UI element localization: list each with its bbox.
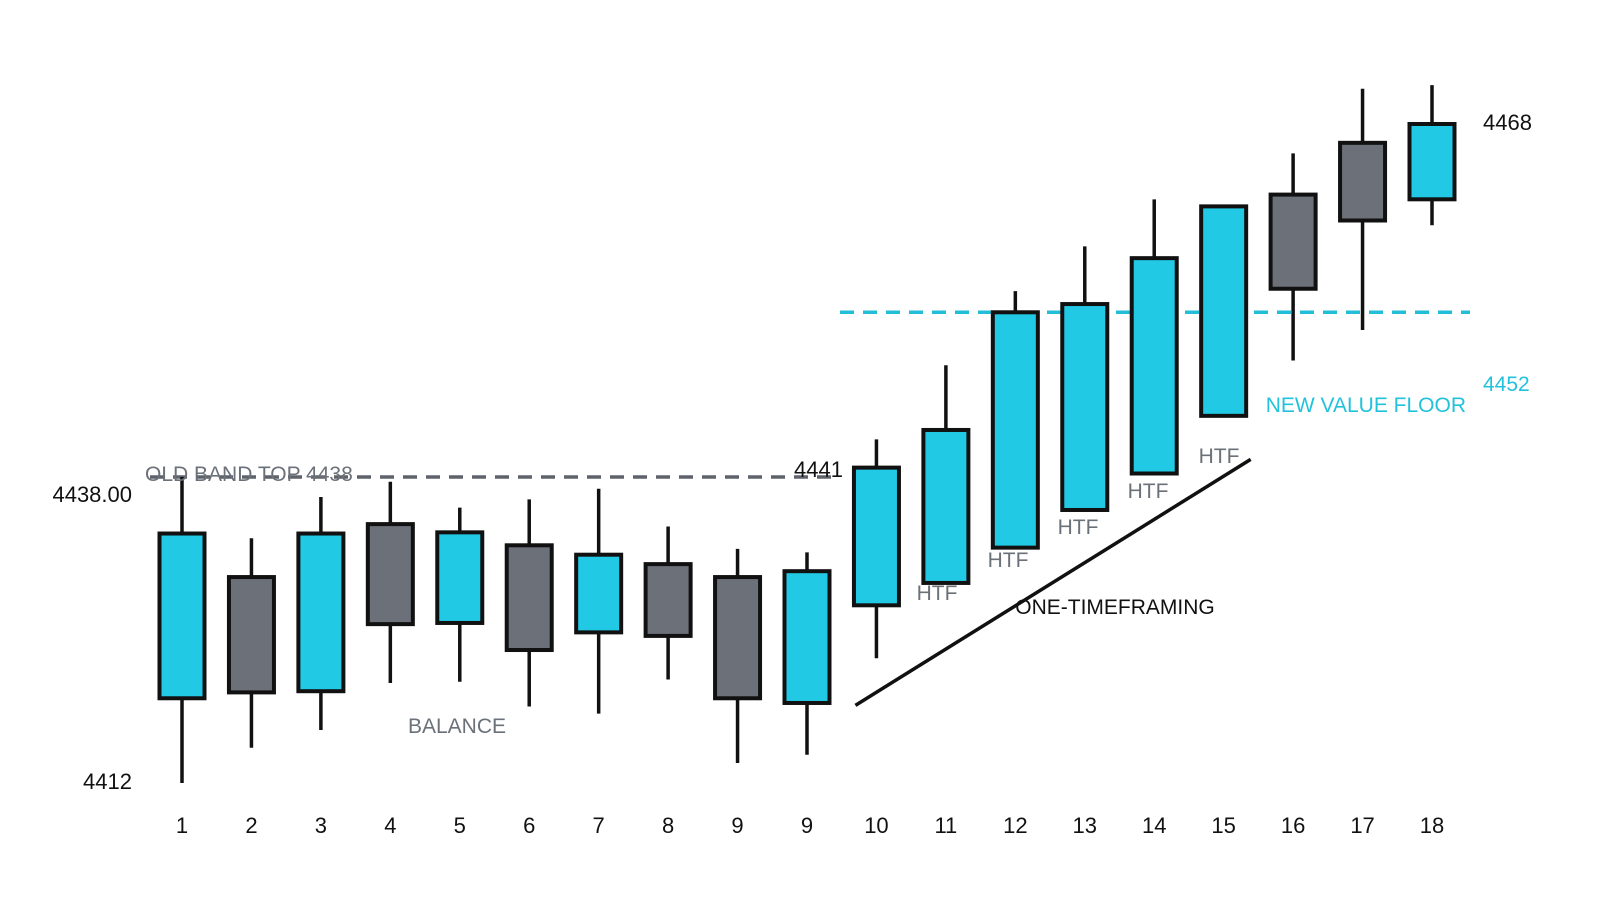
x-tick-label: 5 <box>454 813 466 838</box>
price-label-old-band: 4438.00 <box>52 482 132 507</box>
x-tick-label: 16 <box>1281 813 1305 838</box>
x-tick-label: 18 <box>1420 813 1444 838</box>
old-band-top-label: OLD BAND TOP 4438 <box>145 463 353 486</box>
x-tick-label: 13 <box>1073 813 1097 838</box>
candle <box>1407 85 1457 226</box>
one-timeframing-label: ONE-TIMEFRAMING <box>1015 596 1215 619</box>
candle-body <box>157 531 207 701</box>
htf-label: HTF <box>988 549 1029 572</box>
candle <box>226 538 276 748</box>
candle-body <box>1199 204 1249 418</box>
levels-layer <box>150 310 1470 707</box>
x-tick-label: 3 <box>315 813 327 838</box>
candle <box>1338 88 1388 330</box>
x-tick-label: 11 <box>934 813 957 838</box>
candle <box>296 497 346 731</box>
candle <box>157 477 207 783</box>
candles-layer <box>157 85 1457 783</box>
candle-body <box>921 427 971 585</box>
x-tick-label: 10 <box>864 813 888 838</box>
candle-body <box>990 310 1040 550</box>
candle-body <box>782 569 832 705</box>
x-tick-label: 17 <box>1350 813 1374 838</box>
x-tick-label: 9 <box>801 813 813 838</box>
candle-body <box>365 522 415 627</box>
candle <box>921 365 971 585</box>
candle-body <box>226 575 276 695</box>
one-timeframing-trendline <box>854 457 1252 707</box>
candle-body <box>504 543 554 653</box>
candle <box>365 481 415 683</box>
htf-label: HTF <box>1128 480 1169 503</box>
candle <box>1060 246 1110 512</box>
price-label-new-value: 4452 <box>1483 373 1530 396</box>
candle-body <box>1129 256 1179 476</box>
x-tick-label: 12 <box>1003 813 1027 838</box>
candle <box>1129 199 1179 476</box>
candle <box>504 499 554 707</box>
candle-body <box>1407 122 1457 202</box>
x-tick-label: 4 <box>384 813 396 838</box>
htf-label: HTF <box>1058 516 1099 539</box>
x-tick-label: 15 <box>1211 813 1235 838</box>
new-value-floor-label: NEW VALUE FLOOR <box>1266 394 1466 417</box>
candle <box>990 291 1040 550</box>
x-tick-label: 2 <box>245 813 257 838</box>
x-axis-labels: 1 2 3 4 5 6 7 8 9 9 10 11 12 13 14 15 16 17 18 <box>176 813 1444 838</box>
candle-body <box>851 465 901 608</box>
x-tick-label: 7 <box>593 813 605 838</box>
candle <box>851 439 901 659</box>
x-tick-label: 14 <box>1142 813 1166 838</box>
candle <box>435 507 485 682</box>
balance-label: BALANCE <box>408 715 506 738</box>
x-tick-label: 1 <box>176 813 188 838</box>
candle-body <box>713 575 763 701</box>
candle-body <box>643 562 693 638</box>
price-label-top: 4468 <box>1483 110 1532 135</box>
candle-body <box>1060 302 1110 512</box>
candle-body <box>1338 140 1388 223</box>
candle <box>782 552 832 755</box>
candle <box>643 526 693 680</box>
candle-body <box>296 531 346 694</box>
candle <box>1268 153 1318 361</box>
htf-label: HTF <box>917 582 958 605</box>
price-label-breakout: 4441 <box>794 457 843 482</box>
candle-body <box>574 552 624 635</box>
candle-body <box>435 530 485 625</box>
price-label-bottom: 4412 <box>83 769 132 794</box>
candle <box>1199 204 1249 418</box>
candle-body <box>1268 192 1318 291</box>
htf-label: HTF <box>1199 445 1240 468</box>
x-tick-label: 6 <box>523 813 535 838</box>
candle <box>574 488 624 714</box>
x-tick-label: 8 <box>662 813 674 838</box>
candle <box>713 548 763 763</box>
x-tick-label: 9 <box>731 813 743 838</box>
